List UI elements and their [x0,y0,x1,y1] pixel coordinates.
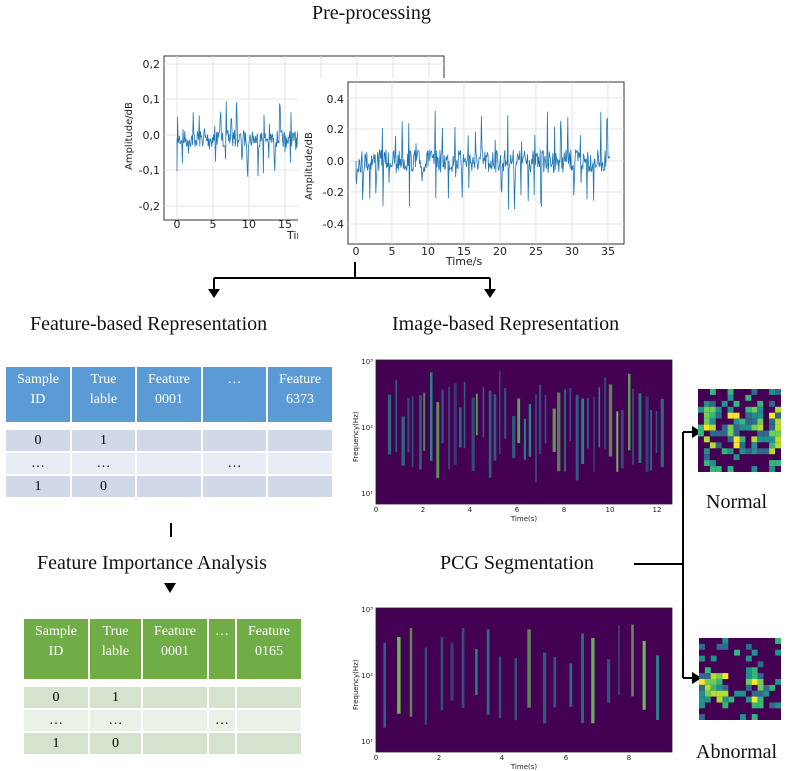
selected-feature-table: Sample ID True lable Feature 0001 … Feature… [22,617,303,756]
xtick: 25 [529,245,543,258]
header-cell: Feature 6373 [268,367,332,422]
feature-importance-title: Feature Importance Analysis [37,552,267,574]
svg-text:10: 10 [606,506,615,514]
svg-text:10²: 10² [361,424,373,432]
svg-text:6: 6 [564,754,569,762]
ytick: -0.2 [323,186,344,199]
svg-text:Frequency(Hz): Frequency(Hz) [352,659,360,710]
arrow-down-icon [164,583,176,593]
svg-text:10¹: 10¹ [361,490,373,498]
xtick: 20 [493,245,507,258]
preprocessing-title: Pre-processing [312,2,431,24]
xtick: 30 [565,245,579,258]
svg-text:2: 2 [421,506,425,514]
svg-text:Frequency(Hz): Frequency(Hz) [352,411,360,462]
table-row: ……… [24,710,301,731]
xtick: 0 [353,245,360,258]
spectrogram-bottom: 10³ 10² 10¹ 0 2 4 6 8 Time(s) Frequency(… [352,606,673,771]
svg-text:10³: 10³ [361,606,373,614]
header-cell: Feature 0001 [143,619,207,679]
ytick: 0,2 [143,58,161,71]
xtick: 35 [601,245,615,258]
svg-text:0: 0 [374,506,378,514]
xtick: 10 [242,218,256,231]
x-axis-label: Time/s [445,255,483,268]
ytick: 0,1 [143,93,161,106]
table-header-row: Sample ID True lable Feature 0001 … Feature… [24,619,301,679]
arrow-down-icon [484,289,496,298]
connector-line [170,523,172,537]
ytick: -0,1 [139,164,160,177]
svg-text:10²: 10² [361,672,373,680]
xtick: 15 [457,245,471,258]
table-row: ……… [6,453,332,474]
header-cell: … [209,619,235,679]
abnormal-label: Abnormal [696,741,778,763]
header-cell: True lable [72,367,135,422]
ytick: 0.2 [327,123,345,136]
xtick: 5 [389,245,396,258]
arrow-right-icon [692,672,702,684]
svg-text:0: 0 [374,754,378,762]
ytick: -0.4 [323,218,344,231]
svg-text:2: 2 [437,754,441,762]
ytick: 0.4 [327,93,345,106]
svg-text:4: 4 [468,506,473,514]
header-cell: … [203,367,266,422]
y-axis-label: Amplitude/dB [304,132,315,200]
spectrogram-top: 10³ 10² 10¹ 0 2 4 6 8 10 12 Time(s) Freq… [352,358,673,523]
svg-text:Time(s): Time(s) [510,763,538,771]
svg-text:10³: 10³ [361,358,373,366]
normal-segment-image [698,389,781,472]
table-header-row: Sample ID True lable Feature 0001 … Feature… [6,367,332,422]
header-cell: Feature 0165 [237,619,301,679]
svg-text:12: 12 [653,506,662,514]
branch-arrows [208,262,496,298]
normal-label: Normal [706,491,768,513]
xtick: 10 [421,245,435,258]
header-cell: Feature 0001 [137,367,201,422]
svg-text:6: 6 [515,506,520,514]
svg-text:10¹: 10¹ [361,738,373,746]
image-representation-title: Image-based Representation [392,313,620,335]
xtick: 15 [278,218,292,231]
xtick: 0 [174,218,181,231]
ytick: 0.0 [327,155,345,168]
header-cell: Sample ID [6,367,70,422]
y-axis-label: Amplitude/dB [124,102,135,170]
arrow-right-icon [692,426,702,438]
x-axis-label: Tir [286,229,301,242]
ytick: -0,2 [139,200,160,213]
feature-table: Sample ID True lable Feature 0001 … Feature… [4,365,334,499]
xtick: 5 [210,218,217,231]
svg-text:8: 8 [562,506,566,514]
segmentation-arrows [634,426,702,684]
header-cell: True lable [90,619,141,679]
waveform-plot-front: 0.4 0.2 0.0 -0.2 -0.4 0 5 10 15 20 25 30… [298,78,628,268]
feature-representation-title: Feature-based Representation [30,313,268,335]
abnormal-segment-image [699,638,781,720]
svg-text:4: 4 [500,754,505,762]
arrow-down-icon [208,289,220,298]
ytick: 0,0 [143,129,161,142]
svg-text:Time(s): Time(s) [510,515,538,523]
header-cell: Sample ID [24,619,88,679]
svg-text:8: 8 [627,754,631,762]
pcg-segmentation-title: PCG Segmentation [440,552,594,574]
